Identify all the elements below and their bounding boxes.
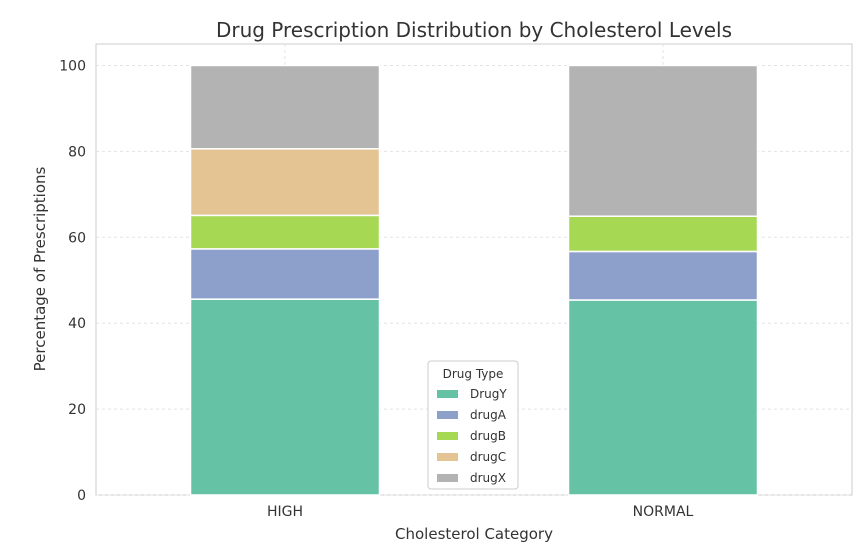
- bar-segment-drugb-high: [189, 214, 381, 250]
- legend-title: Drug Type: [443, 367, 504, 381]
- bar-segment-druga-high: [189, 248, 381, 300]
- y-tick-label: 100: [59, 58, 86, 74]
- legend: Drug Type DrugY drugA drugB drugC drugX: [427, 360, 519, 490]
- bars: [189, 64, 759, 496]
- bar-segment-drugy-normal: [567, 299, 759, 496]
- bar-segment-drugx-high: [189, 64, 381, 150]
- plot-area: 0 20 40 60 80 100 HIGH NORMAL: [59, 43, 853, 520]
- legend-swatch-drugy: [437, 390, 458, 398]
- bar-segment-drugc-high: [189, 148, 381, 217]
- x-tick-labels: HIGH NORMAL: [267, 504, 694, 520]
- x-axis-title: Cholesterol Category: [395, 525, 553, 543]
- legend-swatch-druga: [437, 411, 458, 419]
- legend-label-drugb: drugB: [470, 429, 506, 443]
- y-axis-title: Percentage of Prescriptions: [31, 166, 49, 371]
- legend-items: DrugY drugA drugB drugC drugX: [437, 387, 507, 485]
- chart-title: Drug Prescription Distribution by Choles…: [216, 18, 732, 42]
- bar-segment-drugb-normal: [567, 215, 759, 253]
- y-tick-label: 0: [77, 488, 86, 504]
- y-tick-label: 60: [68, 230, 86, 246]
- legend-swatch-drugx: [437, 474, 458, 482]
- legend-swatch-drugb: [437, 432, 458, 440]
- x-tick-label: HIGH: [267, 504, 303, 520]
- x-tick-label: NORMAL: [633, 504, 694, 520]
- legend-label-drugy: DrugY: [470, 387, 507, 401]
- bar-segment-druga-normal: [567, 250, 759, 301]
- legend-label-drugc: drugC: [470, 450, 506, 464]
- y-tick-label: 40: [68, 316, 86, 332]
- bar-segment-drugy-high: [189, 298, 381, 496]
- legend-label-drugx: drugX: [470, 471, 506, 485]
- bar-segment-drugx-normal: [567, 64, 759, 217]
- y-tick-label: 80: [68, 144, 86, 160]
- y-tick-label: 20: [68, 402, 86, 418]
- y-tick-labels: 0 20 40 60 80 100: [59, 58, 86, 504]
- legend-label-druga: drugA: [470, 408, 507, 422]
- legend-swatch-drugc: [437, 453, 458, 461]
